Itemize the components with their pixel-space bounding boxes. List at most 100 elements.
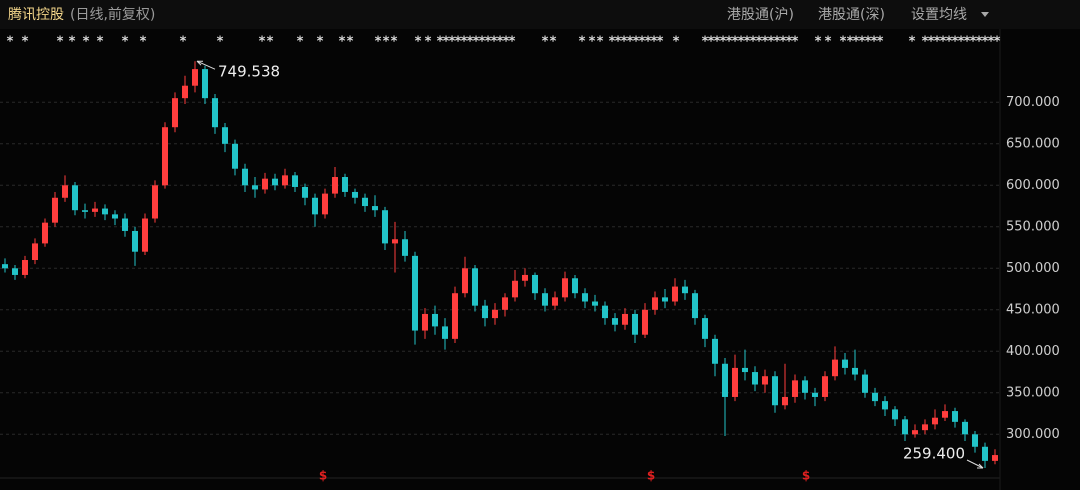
event-marker: * bbox=[550, 35, 557, 50]
candle-body bbox=[922, 424, 928, 431]
event-marker: * bbox=[217, 35, 224, 50]
event-marker: * bbox=[7, 35, 14, 50]
candle-body bbox=[92, 208, 98, 212]
tab[interactable]: 设置均线 bbox=[911, 7, 967, 23]
event-marker: * bbox=[455, 35, 462, 50]
header-bar bbox=[0, 0, 1080, 29]
event-marker: * bbox=[491, 35, 498, 50]
dividend-marker: $ bbox=[647, 469, 655, 483]
candle-body bbox=[112, 214, 118, 219]
candle-body bbox=[972, 434, 978, 447]
candle-body bbox=[222, 127, 228, 144]
y-tick-label: 550.000 bbox=[1006, 219, 1060, 234]
event-marker: * bbox=[437, 35, 444, 50]
event-marker: * bbox=[774, 35, 781, 50]
event-marker: * bbox=[970, 35, 977, 50]
candle-body bbox=[942, 411, 948, 418]
candle-body bbox=[192, 69, 198, 86]
candle-body bbox=[962, 421, 968, 435]
event-marker: * bbox=[479, 35, 486, 50]
candle-body bbox=[652, 297, 658, 310]
candle-body bbox=[612, 318, 618, 325]
candle-body bbox=[462, 268, 468, 294]
candle-body bbox=[782, 396, 788, 406]
event-marker: * bbox=[375, 35, 382, 50]
event-marker: * bbox=[339, 35, 346, 50]
candle-body bbox=[252, 185, 258, 190]
event-marker: * bbox=[503, 35, 510, 50]
y-tick-label: 350.000 bbox=[1006, 385, 1060, 400]
event-marker: * bbox=[946, 35, 953, 50]
event-marker: * bbox=[768, 35, 775, 50]
candle-body bbox=[812, 392, 818, 397]
event-marker: * bbox=[762, 35, 769, 50]
event-marker: * bbox=[57, 35, 64, 50]
event-marker: * bbox=[732, 35, 739, 50]
event-marker: * bbox=[988, 35, 995, 50]
event-marker: * bbox=[976, 35, 983, 50]
event-marker: * bbox=[922, 35, 929, 50]
candle-body bbox=[852, 367, 858, 375]
event-marker: * bbox=[815, 35, 822, 50]
candle-body bbox=[742, 367, 748, 373]
candle-body bbox=[432, 313, 438, 327]
candle-body bbox=[772, 376, 778, 406]
event-marker: * bbox=[140, 35, 147, 50]
candle-body bbox=[492, 309, 498, 319]
candle-body bbox=[82, 210, 88, 212]
event-marker: * bbox=[877, 35, 884, 50]
y-tick-label: 700.000 bbox=[1006, 95, 1060, 110]
candle-body bbox=[682, 286, 688, 294]
candle-body bbox=[312, 197, 318, 215]
candle-body bbox=[72, 185, 78, 211]
candle-body bbox=[342, 177, 348, 192]
event-marker: * bbox=[497, 35, 504, 50]
event-marker: * bbox=[780, 35, 787, 50]
event-marker: * bbox=[958, 35, 965, 50]
candle-body bbox=[752, 372, 758, 385]
candle-body bbox=[702, 318, 708, 339]
candle-body bbox=[982, 446, 988, 461]
annotation-arrowhead bbox=[977, 463, 984, 469]
event-marker: * bbox=[994, 35, 1001, 50]
event-marker: * bbox=[83, 35, 90, 50]
event-marker: * bbox=[639, 35, 646, 50]
candle-body bbox=[932, 417, 938, 425]
tab[interactable]: 港股通(沪) bbox=[727, 7, 794, 23]
candle-body bbox=[912, 430, 918, 435]
candle-body bbox=[452, 293, 458, 339]
event-marker: * bbox=[871, 35, 878, 50]
tab[interactable]: 港股通(深) bbox=[818, 7, 885, 23]
candle-body bbox=[712, 338, 718, 364]
candle-body bbox=[172, 98, 178, 128]
event-marker: * bbox=[738, 35, 745, 50]
candle-body bbox=[872, 392, 878, 402]
dropdown-icon[interactable] bbox=[981, 12, 989, 17]
event-marker: * bbox=[122, 35, 129, 50]
event-marker: * bbox=[347, 35, 354, 50]
event-marker: * bbox=[589, 35, 596, 50]
event-marker: * bbox=[97, 35, 104, 50]
event-marker: * bbox=[449, 35, 456, 50]
event-marker: * bbox=[750, 35, 757, 50]
event-marker: * bbox=[720, 35, 727, 50]
candle-body bbox=[842, 359, 848, 368]
candle-body bbox=[902, 419, 908, 435]
event-marker: * bbox=[865, 35, 872, 50]
event-marker: * bbox=[542, 35, 549, 50]
candle-body bbox=[262, 178, 268, 190]
candle-body bbox=[52, 197, 58, 223]
event-marker: * bbox=[702, 35, 709, 50]
subtitle: (日线,前复权) bbox=[70, 6, 155, 23]
y-tick-label: 300.000 bbox=[1006, 427, 1060, 442]
candle-body bbox=[212, 98, 218, 128]
candle-body bbox=[672, 286, 678, 302]
candle-body bbox=[412, 255, 418, 331]
candle-body bbox=[382, 210, 388, 244]
candle-body bbox=[892, 409, 898, 420]
candle-body bbox=[392, 239, 398, 244]
candle-body bbox=[862, 374, 868, 393]
event-marker: * bbox=[180, 35, 187, 50]
